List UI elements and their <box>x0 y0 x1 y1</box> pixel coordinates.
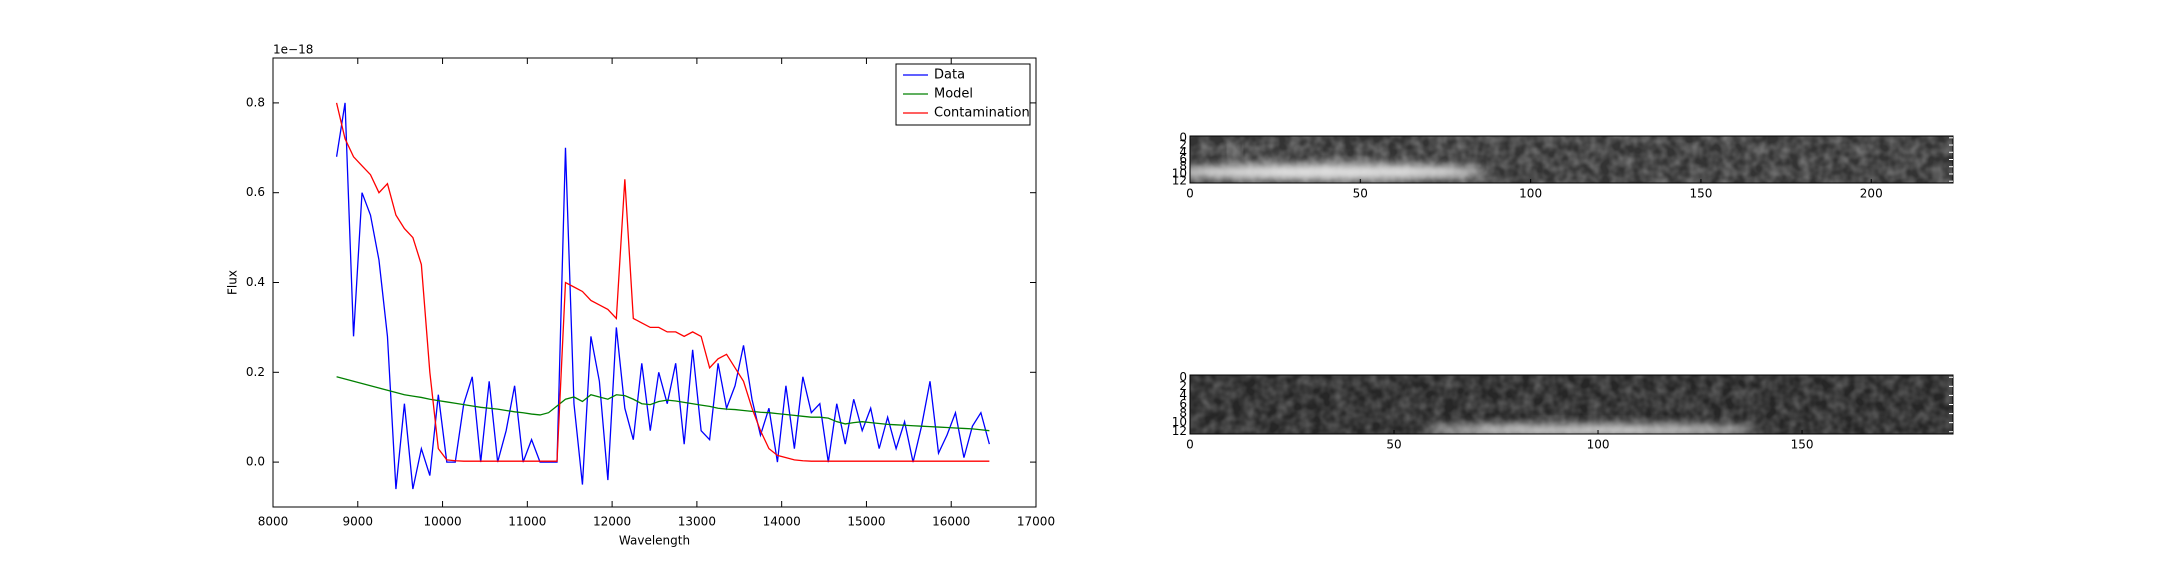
x-tick-label: 150 <box>1689 187 1712 201</box>
y-tick-label: 0.4 <box>246 275 265 289</box>
x-tick-label: 13000 <box>678 515 716 529</box>
y-tick-label: 2 <box>1179 379 1187 393</box>
y-tick-label: 8 <box>1179 406 1187 420</box>
x-tick-label: 9000 <box>343 515 374 529</box>
y-tick-label: 0.8 <box>246 95 265 109</box>
x-tick-label: 100 <box>1519 187 1542 201</box>
y-tick-label: 4 <box>1179 388 1187 402</box>
y-tick-label: 0.6 <box>246 185 265 199</box>
y-tick-label: 2 <box>1179 138 1187 152</box>
x-tick-label: 11000 <box>508 515 546 529</box>
y-tick-label: 0 <box>1179 130 1187 144</box>
x-tick-label: 16000 <box>932 515 970 529</box>
x-axis-label: Wavelength <box>619 534 690 548</box>
y-tick-label: 12 <box>1172 424 1187 438</box>
series-line <box>335 102 990 490</box>
y-tick-label: 10 <box>1172 415 1187 429</box>
x-tick-label: 15000 <box>847 515 885 529</box>
x-tick-label: 50 <box>1386 438 1401 452</box>
x-tick-label: 0 <box>1186 187 1194 201</box>
y-tick-label: 0.2 <box>246 365 265 379</box>
x-tick-label: 14000 <box>763 515 801 529</box>
y-axis-label: Flux <box>226 270 240 295</box>
x-tick-label: 10000 <box>423 515 461 529</box>
series-line <box>336 376 990 432</box>
y-tick-label: 4 <box>1179 145 1187 159</box>
legend-label: Model <box>934 87 973 102</box>
y-tick-label: 8 <box>1179 159 1187 173</box>
x-tick-label: 8000 <box>258 515 289 529</box>
x-tick-label: 17000 <box>1017 515 1055 529</box>
image-panel <box>1190 375 1953 434</box>
x-tick-label: 100 <box>1587 438 1610 452</box>
legend-label: Contamination <box>934 106 1030 121</box>
x-tick-label: 0 <box>1186 438 1194 452</box>
series-line <box>335 102 990 462</box>
image-panel <box>1190 136 1953 183</box>
x-tick-label: 50 <box>1353 187 1368 201</box>
y-tick-label: 12 <box>1172 174 1187 188</box>
legend-label: Data <box>934 68 965 83</box>
x-tick-label: 12000 <box>593 515 631 529</box>
y-tick-label: 0.0 <box>246 455 265 469</box>
offset-text: 1e−18 <box>273 43 313 57</box>
y-tick-label: 6 <box>1179 152 1187 166</box>
y-tick-label: 6 <box>1179 397 1187 411</box>
x-tick-label: 200 <box>1860 187 1883 201</box>
y-tick-label: 10 <box>1172 166 1187 180</box>
y-tick-label: 0 <box>1179 370 1187 384</box>
x-tick-label: 150 <box>1791 438 1814 452</box>
